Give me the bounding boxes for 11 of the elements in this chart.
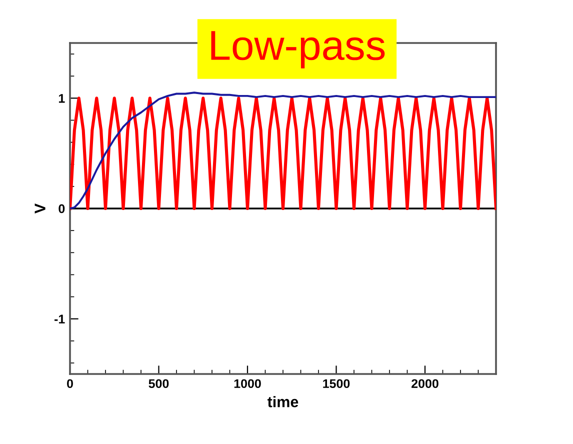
x-tick-label: 500 [148,379,169,388]
x-tick-label: 1000 [234,379,261,388]
chart-title: Low-pass [211,31,385,68]
y-tick-label: -1 [54,314,65,324]
x-tick-label: 0 [67,379,73,388]
x-tick-label: 1500 [323,379,350,388]
y-axis-title: V [34,204,46,214]
y-tick-label: 0 [58,204,65,214]
x-tick-label: 2000 [412,379,438,388]
x-axis-title: time [267,396,298,408]
y-tick-label: 1 [58,94,65,103]
